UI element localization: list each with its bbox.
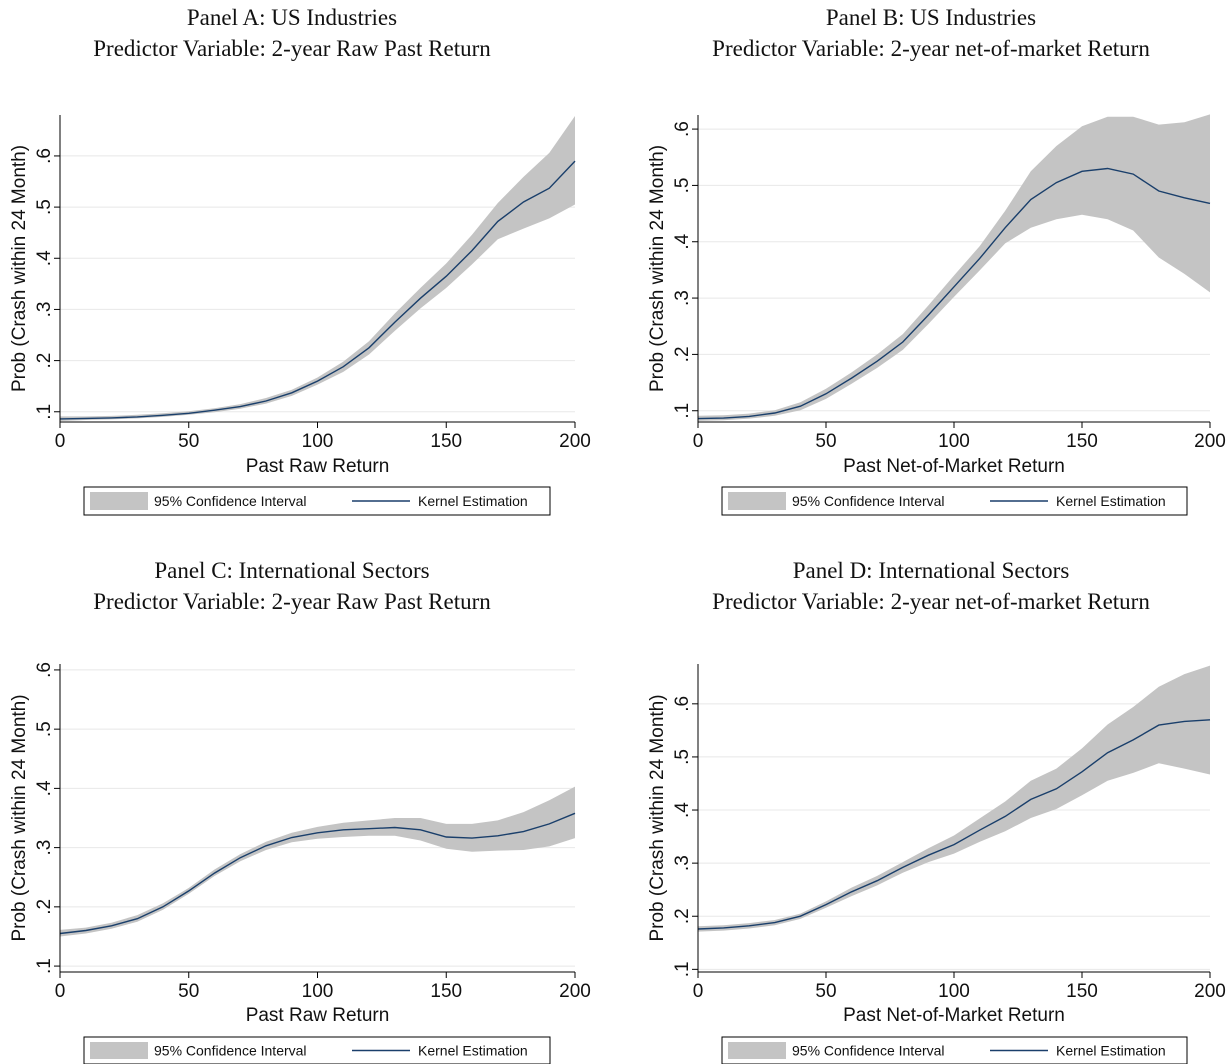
legend-label-ci: 95% Confidence Interval (792, 493, 945, 509)
x-tick-label: 50 (815, 431, 836, 452)
y-tick-label: .4 (34, 250, 55, 266)
y-tick-label: .5 (34, 199, 55, 215)
y-tick-label: .3 (34, 840, 55, 856)
x-axis-label: Past Raw Return (246, 456, 390, 477)
y-tick-label: .6 (672, 121, 693, 137)
y-tick-label: .4 (34, 780, 55, 796)
x-tick-label: 100 (302, 981, 334, 1002)
legend-label-ci: 95% Confidence Interval (154, 493, 307, 509)
y-tick-label: .4 (672, 802, 693, 818)
legend-band-swatch (90, 492, 148, 510)
panel-b-subtitle: Predictor Variable: 2-year net-of-market… (712, 36, 1150, 61)
legend-label-ci: 95% Confidence Interval (792, 1043, 945, 1059)
confidence-band (698, 114, 1210, 421)
y-tick-label: .3 (672, 855, 693, 871)
x-axis-label: Past Raw Return (246, 1005, 390, 1026)
x-tick-label: 100 (302, 431, 334, 452)
legend-box (721, 1036, 1188, 1064)
y-tick-label: .6 (672, 696, 693, 712)
x-tick-label: 50 (815, 981, 836, 1002)
x-tick-label: 50 (178, 981, 199, 1002)
x-tick-label: 0 (693, 431, 704, 452)
legend-label-kernel: Kernel Estimation (1056, 493, 1166, 509)
legend-label-kernel: Kernel Estimation (1056, 1043, 1166, 1059)
panel-d-chart: Panel D: International Sectors Predictor… (647, 558, 1226, 1064)
x-tick-label: 200 (1194, 981, 1226, 1002)
legend: 95% Confidence Interval Kernel Estimation (83, 1036, 551, 1064)
panel-d-title: Panel D: International Sectors (793, 558, 1070, 583)
x-tick-label: 200 (559, 981, 591, 1002)
confidence-band (60, 786, 575, 937)
legend-label-kernel: Kernel Estimation (418, 1043, 528, 1059)
panel-d-subtitle: Predictor Variable: 2-year net-of-market… (712, 589, 1150, 614)
y-tick-label: .5 (672, 177, 693, 193)
y-tick-label: .1 (34, 958, 55, 974)
y-axis-label: Prob (Crash within 24 Month) (647, 145, 668, 392)
x-tick-label: 0 (693, 981, 704, 1002)
panel-b-chart: Panel B: US Industries Predictor Variabl… (647, 5, 1226, 516)
x-tick-label: 150 (1066, 981, 1098, 1002)
confidence-band (698, 665, 1210, 932)
y-tick-label: .2 (34, 899, 55, 915)
panel-c-chart: Panel C: International Sectors Predictor… (9, 558, 591, 1064)
legend: 95% Confidence Interval Kernel Estimation (721, 1036, 1188, 1064)
y-axis-label: Prob (Crash within 24 Month) (647, 694, 668, 941)
x-axis-label: Past Net-of-Market Return (843, 456, 1065, 477)
y-axis-label: Prob (Crash within 24 Month) (9, 694, 30, 941)
x-tick-label: 200 (559, 431, 591, 452)
panel-d: Panel D: International Sectors Predictor… (614, 532, 1228, 1064)
y-tick-label: .5 (34, 721, 55, 737)
x-tick-label: 150 (430, 431, 462, 452)
y-tick-label: .6 (34, 148, 55, 164)
y-tick-label: .3 (34, 302, 55, 318)
x-axis-label: Past Net-of-Market Return (843, 1005, 1065, 1026)
legend-box (83, 1036, 551, 1064)
panel-a: Panel A: US Industries Predictor Variabl… (0, 0, 614, 532)
legend-band-swatch (728, 492, 786, 510)
legend-box (83, 486, 551, 516)
kernel-estimation-line (697, 719, 1211, 930)
x-tick-label: 150 (1066, 431, 1098, 452)
panel-a-subtitle: Predictor Variable: 2-year Raw Past Retu… (93, 36, 491, 61)
legend: 95% Confidence Interval Kernel Estimation (83, 486, 551, 516)
kernel-estimation-line (59, 160, 576, 420)
y-tick-label: .1 (672, 403, 693, 419)
y-tick-label: .6 (34, 662, 55, 678)
panel-c: Panel C: International Sectors Predictor… (0, 532, 614, 1064)
y-tick-label: .5 (672, 749, 693, 765)
legend-band-swatch (90, 1042, 148, 1059)
legend-band-swatch (728, 1042, 786, 1059)
legend-label-ci: 95% Confidence Interval (154, 1043, 307, 1059)
x-tick-label: 0 (55, 981, 66, 1002)
x-tick-label: 100 (938, 431, 970, 452)
x-tick-label: 200 (1194, 431, 1226, 452)
y-tick-label: .2 (672, 908, 693, 924)
panel-a-title: Panel A: US Industries (187, 5, 397, 30)
legend: 95% Confidence Interval Kernel Estimation (721, 486, 1188, 516)
y-tick-label: .4 (672, 233, 693, 249)
kernel-estimation-line (697, 167, 1211, 420)
panel-b-title: Panel B: US Industries (826, 5, 1036, 30)
confidence-band (60, 116, 575, 421)
y-axis-label: Prob (Crash within 24 Month) (9, 145, 30, 392)
legend-box (721, 486, 1188, 516)
y-tick-label: .3 (672, 290, 693, 306)
panel-b: Panel B: US Industries Predictor Variabl… (614, 0, 1228, 532)
x-tick-label: 0 (55, 431, 66, 452)
panel-c-subtitle: Predictor Variable: 2-year Raw Past Retu… (93, 589, 491, 614)
kernel-estimation-line (59, 812, 576, 935)
y-tick-label: .2 (34, 353, 55, 369)
y-tick-label: .1 (672, 961, 693, 977)
y-tick-label: .1 (34, 404, 55, 420)
panel-c-title: Panel C: International Sectors (154, 558, 429, 583)
x-tick-label: 50 (178, 431, 199, 452)
panel-a-chart: Panel A: US Industries Predictor Variabl… (9, 5, 591, 516)
y-tick-label: .2 (672, 346, 693, 362)
legend-label-kernel: Kernel Estimation (418, 493, 528, 509)
x-tick-label: 150 (430, 981, 462, 1002)
x-tick-label: 100 (938, 981, 970, 1002)
